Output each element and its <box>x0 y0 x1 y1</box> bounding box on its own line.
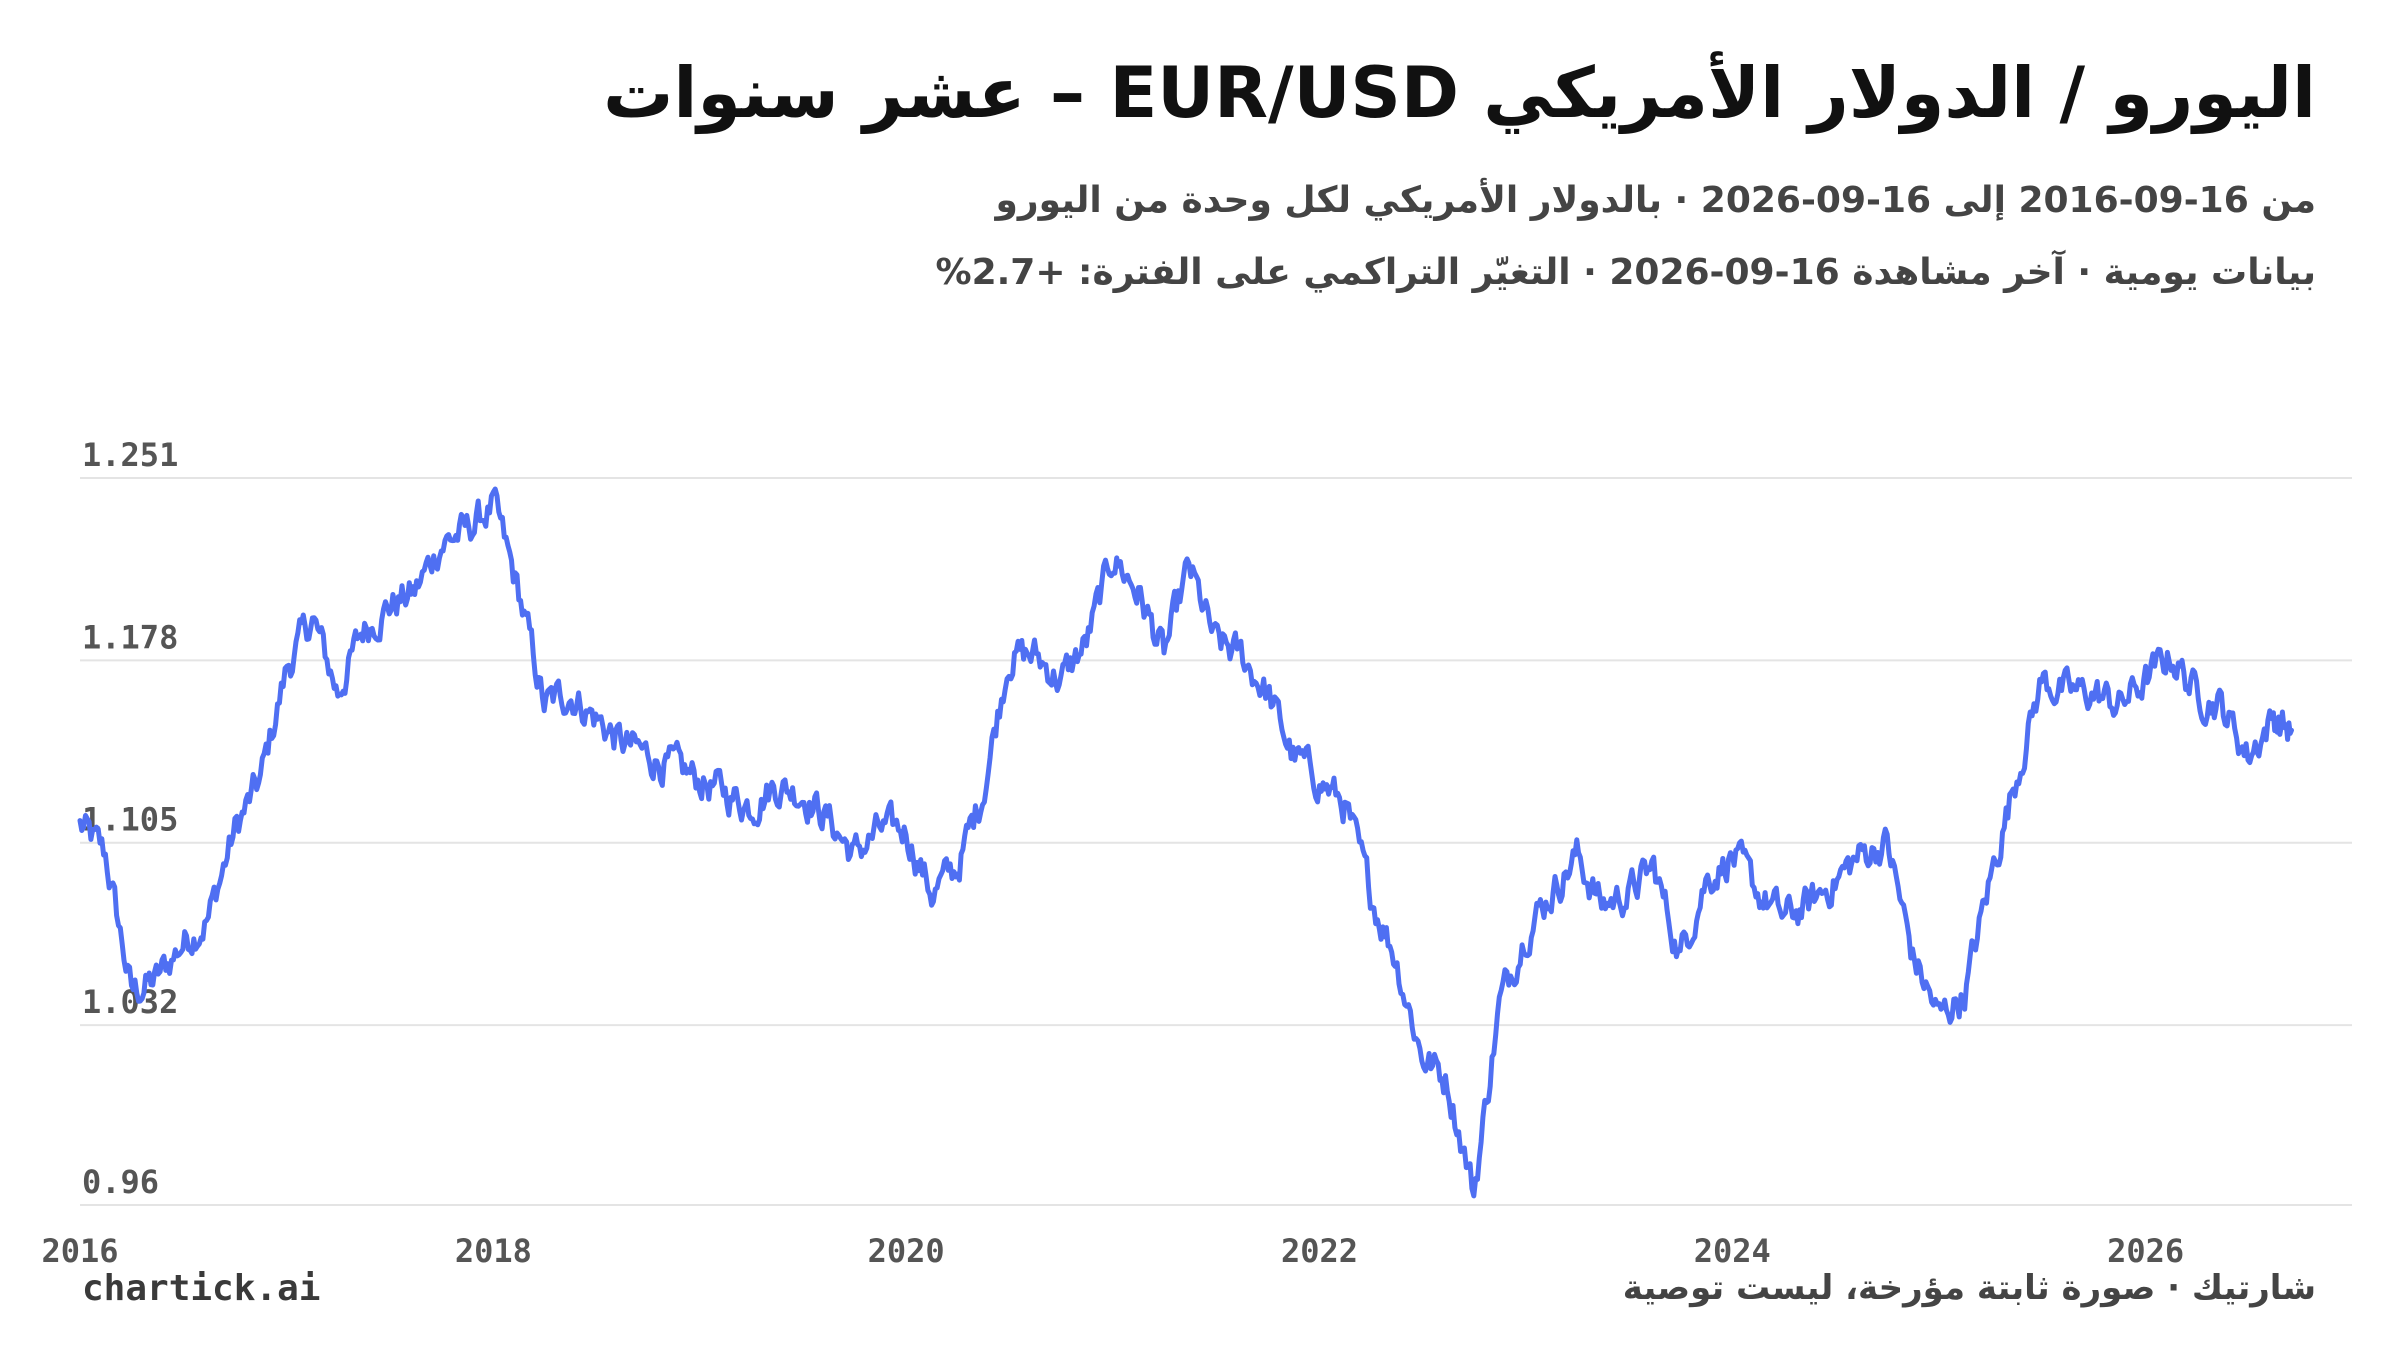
y-tick-label: 1.178 <box>82 618 178 656</box>
y-tick-label: 1.251 <box>82 436 178 474</box>
x-tick-label: 2018 <box>455 1232 532 1270</box>
x-tick-label: 2026 <box>2107 1232 2184 1270</box>
x-tick-label: 2016 <box>41 1232 118 1270</box>
x-tick-label: 2022 <box>1281 1232 1358 1270</box>
chart-subtitle-range: من 16-09-2016 إلى 16-09-2026 · بالدولار … <box>995 180 2316 221</box>
chart-subtitle-stats: بيانات يومية · آخر مشاهدة 16-09-2026 · ا… <box>935 252 2316 293</box>
disclaimer-label: شارتيك · صورة ثابتة مؤرخة، ليست توصية <box>1622 1268 2316 1308</box>
eurusd-series-line <box>77 486 2294 1199</box>
y-tick-label: 1.032 <box>82 983 178 1021</box>
y-tick-label: 0.96 <box>82 1163 159 1201</box>
x-axis-ticks: 2016 2018 2020 2022 2024 2026 <box>41 1232 2184 1270</box>
chart-title: اليورو / الدولار الأمريكي EUR/USD – عشر … <box>603 52 2316 134</box>
x-tick-label: 2024 <box>1694 1232 1771 1270</box>
brand-label: chartick.ai <box>82 1268 321 1309</box>
x-tick-label: 2020 <box>868 1232 945 1270</box>
series-layer <box>77 486 2294 1199</box>
grid-lines <box>80 477 2352 1206</box>
